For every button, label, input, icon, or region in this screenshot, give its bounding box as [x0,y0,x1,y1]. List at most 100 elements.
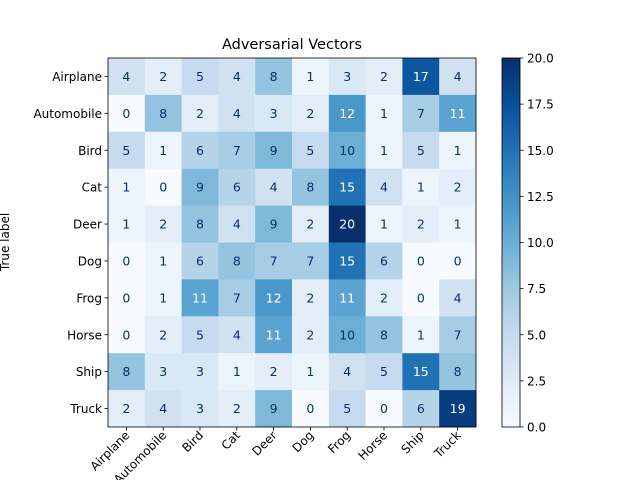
cell-value-label: 17 [413,69,429,84]
heatmap-cell [108,390,146,428]
heatmap-cell [255,279,293,317]
cell-value-label: 9 [270,217,278,232]
heatmap-cell [255,205,293,243]
cell-value-label: 11 [450,106,466,121]
x-tick-label: Ship [399,428,427,456]
cell-value-label: 8 [122,364,130,379]
cell-value-label: 6 [380,253,388,268]
cell-value-label: 15 [339,180,355,195]
cell-value-label: 0 [306,401,314,416]
heatmap-cell [255,316,293,354]
plot-frame [107,57,477,428]
heatmap-cell [144,279,182,317]
cell-value-label: 6 [417,401,425,416]
heatmap-cell [365,168,403,206]
y-tick-label: Horse [67,328,102,342]
heatmap-cell [144,390,182,428]
heatmap-cell [108,316,146,354]
x-tick-label: Deer [249,428,279,458]
heatmap-cell [328,205,366,243]
heatmap-cell [218,205,256,243]
heatmap-cell [218,58,256,96]
cell-value-label: 2 [417,217,425,232]
heatmap-cell [328,131,366,170]
cell-value-label: 2 [122,401,130,416]
heatmap-cell [218,279,256,317]
heatmap-cell [439,316,477,354]
cell-value-label: 2 [233,401,241,416]
cell-value-label: 8 [196,217,204,232]
y-axis: Airplane Automobile Bird Cat Deer Dog Frog Hors… [33,70,108,416]
cell-value-label: 0 [417,253,425,268]
cell-value-label: 4 [159,401,167,416]
heatmap-cell [218,242,256,280]
colorbar-tick-label: 5.0 [527,328,546,342]
cell-value-label: 4 [233,69,241,84]
colorbar-ticks: 0.0 2.5 5.0 7.5 10.0 12.5 15.0 17.5 20.0 [520,52,554,435]
cell-value-label: 1 [306,69,314,84]
heatmap-cell [439,279,477,317]
heatmap-cell [439,58,477,96]
cell-value-label: 0 [122,253,130,268]
heatmap-cell [108,168,146,206]
cell-value-label: 1 [380,143,388,158]
cell-value-label: 2 [306,106,314,121]
y-tick-label: Frog [76,291,102,305]
heatmap-cell [108,131,146,170]
heatmap-cell [144,168,182,206]
heatmap-cell [292,353,330,391]
cell-value-label: 1 [122,180,130,195]
cell-value-label: 7 [306,253,314,268]
cell-value-label: 7 [233,143,241,158]
heatmap-cell [144,316,182,354]
heatmap-cell [181,94,219,133]
cell-value-label: 2 [306,290,314,305]
heatmap-cell [292,242,330,280]
heatmap-cell [402,58,440,96]
cell-value-label: 1 [380,106,388,121]
heatmap-cell [402,94,440,133]
cell-value-label: 9 [196,180,204,195]
heatmap-cell [255,390,293,428]
cell-value-label: 2 [380,69,388,84]
heatmap-cell [402,131,440,170]
cell-value-label: 0 [122,327,130,342]
heatmap-cell [365,94,403,133]
heatmap-cell [108,353,146,391]
heatmap-cell [328,94,366,133]
cell-value-label: 6 [196,143,204,158]
x-tick-label: Bird [179,428,206,455]
heatmap-cell [255,168,293,206]
colorbar-tick-label: 7.5 [527,282,546,296]
colorbar-tick-label: 15.0 [527,144,554,158]
cell-value-label: 7 [454,327,462,342]
heatmap-cell [292,58,330,96]
cell-value-label: 8 [380,327,388,342]
heatmap-cell-labels: 4 2 5 4 8 1 3 2 17 40 8 2 4 3 2 12 1 7 115 1 6 7 9 5 10 1 5 11 0 9 6 4 8… [122,69,465,416]
cell-value-label: 6 [233,180,241,195]
heatmap-cell [218,353,256,391]
y-tick-label: Bird [78,144,102,158]
cell-value-label: 1 [122,217,130,232]
heatmap-cell [181,353,219,391]
heatmap-cell [439,131,477,170]
heatmap-cell [365,131,403,170]
heatmap-cell [328,58,366,96]
heatmap-cell [108,242,146,280]
colorbar-gradient [501,57,521,428]
cell-value-label: 1 [417,327,425,342]
heatmap-cell [144,94,182,133]
cell-value-label: 10 [339,143,355,158]
cell-value-label: 9 [270,401,278,416]
cell-value-label: 2 [454,180,462,195]
cell-value-label: 1 [417,180,425,195]
heatmap-cell [218,131,256,170]
cell-value-label: 2 [306,217,314,232]
cell-value-label: 5 [306,143,314,158]
x-tick-label: Truck [431,428,464,461]
cell-value-label: 7 [417,106,425,121]
heatmap-cell [439,205,477,243]
heatmap-cell [218,168,256,206]
cell-value-label: 5 [196,69,204,84]
